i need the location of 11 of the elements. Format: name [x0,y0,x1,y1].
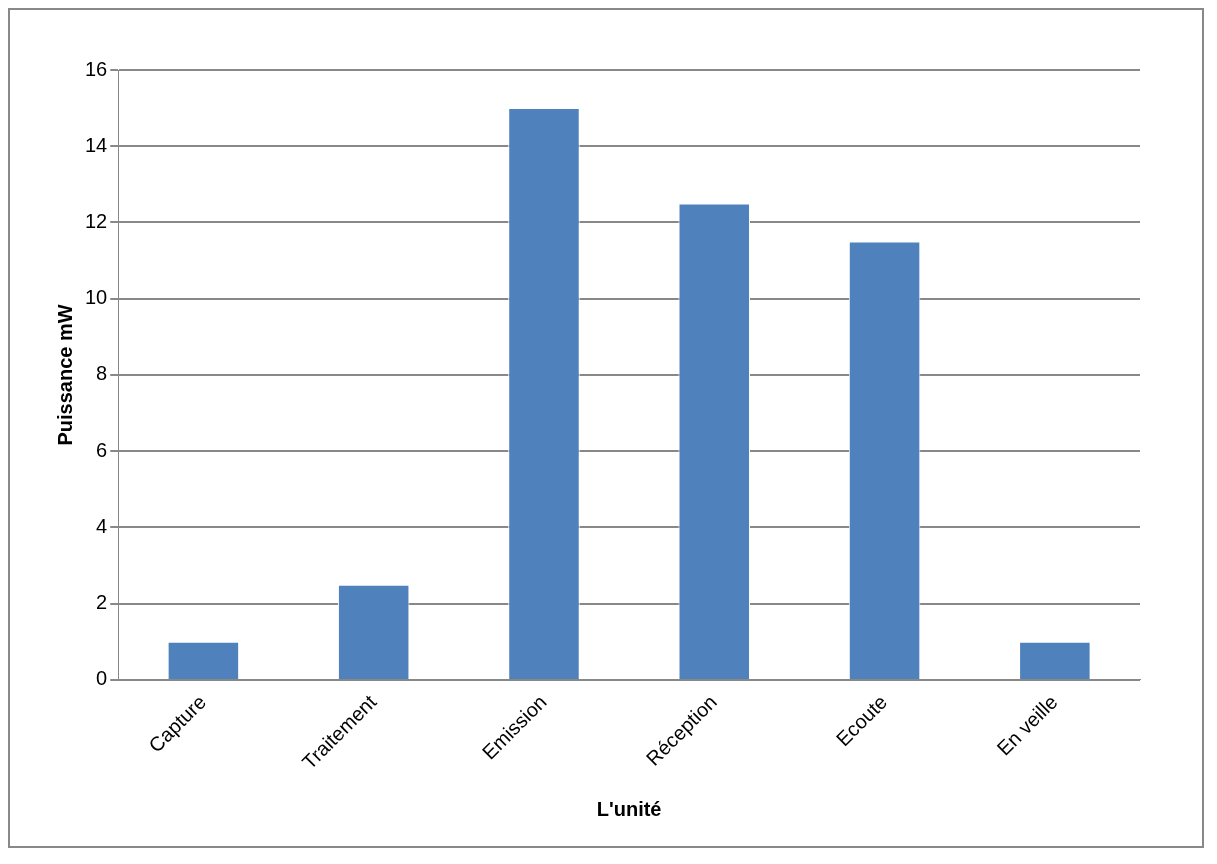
y-tick-label: 10 [85,286,108,309]
x-axis-title: L'unité [596,797,662,820]
y-tick-label: 8 [96,362,108,385]
y-tick-label: 4 [96,514,108,537]
y-tick-label: 2 [96,591,108,614]
y-axis-title: Puissance mW [53,304,76,446]
y-tick-label: 0 [96,667,108,690]
y-tick-label: 6 [96,438,108,461]
y-tick-label: 12 [85,210,108,233]
y-tick-label: 14 [85,133,108,156]
y-tick-label: 16 [85,57,108,80]
